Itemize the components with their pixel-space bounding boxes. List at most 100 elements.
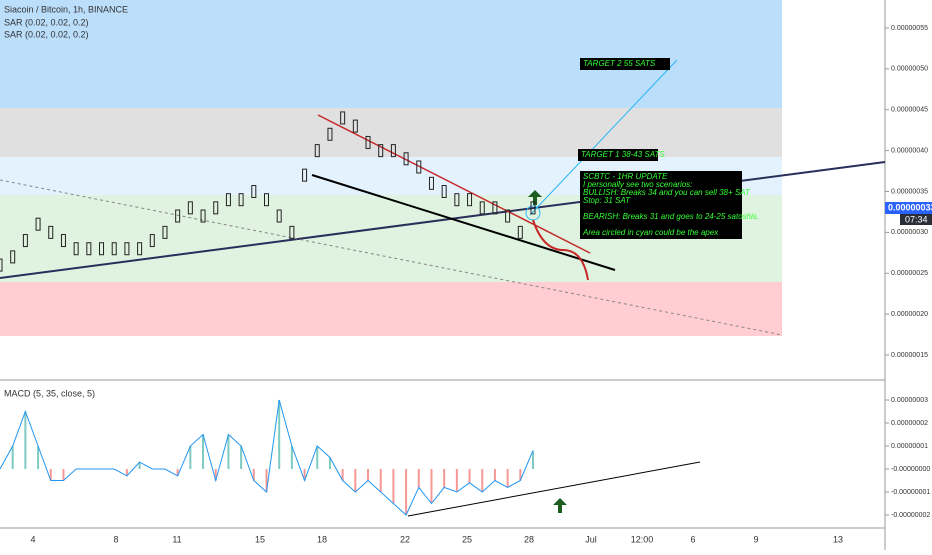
price-bar (530, 201, 536, 215)
price-bar (238, 193, 244, 207)
price-bar (479, 201, 485, 215)
price-bar (454, 193, 460, 207)
macd-hist (417, 469, 420, 488)
update-line: BEARISH: Breaks 31 and goes to 24-25 sat… (583, 212, 759, 221)
bear-arrow (532, 219, 589, 281)
y-tick-label: -0.00000001 (891, 489, 930, 496)
price-bar (289, 225, 295, 239)
macd-hist (252, 469, 255, 481)
y-tick-label: -0.00000000 (891, 466, 930, 473)
price-bar (302, 168, 308, 182)
price-bar (467, 193, 473, 207)
update-line: Stop: 31 SAT (583, 196, 631, 205)
macd-hist (240, 446, 243, 469)
macd-title: MACD (5, 35, close, 5) (4, 388, 95, 398)
price-bar (378, 144, 384, 158)
macd-hist (443, 469, 446, 488)
price-bar (149, 234, 155, 248)
update-line: SCBTC - 1HR UPDATE (583, 172, 668, 181)
price-bar (22, 234, 28, 248)
price-bar (162, 225, 168, 239)
title: Siacoin / Bitcoin, 1h, BINANCE (4, 4, 128, 14)
x-tick-label: 15 (255, 534, 265, 544)
target2-box (580, 58, 670, 70)
countdown-tag (900, 214, 932, 225)
target1: TARGET 1 38-43 SATS (581, 150, 665, 159)
y-tick-label: 0.00000015 (891, 352, 928, 359)
trendline-black (311, 174, 616, 271)
x-tick-label: 25 (462, 534, 472, 544)
y-tick-label: 0.00000055 (891, 25, 928, 32)
x-tick-label: 28 (524, 534, 534, 544)
price-bar (213, 201, 219, 215)
price-bar (137, 242, 143, 256)
macd-hist (214, 469, 217, 481)
x-tick-label: Jul (585, 534, 597, 544)
macd-hist (430, 469, 433, 504)
price-bar (505, 209, 511, 223)
x-tick-label: 12:00 (631, 534, 654, 544)
y-tick-label: 0.00000040 (891, 147, 928, 154)
price-bar (264, 193, 269, 207)
price-bar (416, 160, 422, 174)
x-tick-label: 11 (172, 534, 181, 544)
macd-hist (37, 446, 40, 469)
target-line (529, 59, 678, 216)
y-tick-label: 0.00000025 (891, 270, 928, 277)
x-tick-label: 9 (753, 534, 758, 544)
macd-hist (62, 469, 65, 481)
y-tick-label: 0.00000050 (891, 66, 928, 73)
y-tick-label: 0.00000001 (891, 443, 928, 450)
macd-hist (125, 469, 128, 476)
price-tag (885, 202, 932, 214)
price-bar (111, 242, 117, 256)
y-tick-label: 0.00000035 (891, 188, 928, 195)
x-tick-label: 8 (113, 534, 118, 544)
price-bar (200, 209, 206, 223)
macd-hist (316, 446, 319, 469)
update-line: Area circled in cyan could be the apex (582, 228, 719, 237)
trendline-red (317, 114, 591, 254)
macd-hist (367, 469, 370, 481)
price-bar (10, 250, 16, 264)
macd-hist (202, 434, 205, 469)
macd-hist (328, 457, 331, 469)
x-tick-label: 4 (30, 534, 35, 544)
price-bar (340, 111, 346, 125)
update-line: I personally see two scenarios: (583, 180, 692, 189)
price-bar (327, 127, 333, 141)
price-bar (124, 242, 130, 256)
price-bar (428, 176, 434, 190)
target1-box (578, 149, 658, 161)
macd-hist (379, 469, 382, 492)
y-tick-label: 0.00000045 (891, 107, 928, 114)
indicator: SAR (0.02, 0.02, 0.2) (4, 29, 89, 39)
price-bar (251, 185, 257, 198)
macd-hist (290, 446, 293, 469)
price-bar (352, 119, 358, 133)
price-bar (314, 144, 320, 158)
price-bar (86, 242, 92, 256)
macd-trendline (407, 461, 701, 517)
price-bar (365, 135, 371, 149)
macd-hist (11, 446, 14, 469)
last-price: 0.00000033 (888, 202, 932, 212)
price-bar (390, 144, 396, 158)
macd-hist (138, 462, 141, 469)
macd-hist (468, 469, 471, 483)
macd-hist (493, 469, 496, 481)
price-bar (276, 209, 282, 223)
price-bar (492, 201, 498, 215)
macd-hist (405, 469, 408, 515)
macd-hist (392, 469, 395, 504)
macd-hist (24, 411, 27, 469)
y-tick-label: 0.00000003 (891, 397, 928, 404)
macd-hist (265, 469, 268, 492)
y-tick-label: 0.00000020 (891, 311, 928, 318)
zone-red (0, 282, 782, 336)
price-bar (99, 242, 105, 256)
y-tick-label: 0.00000030 (891, 229, 928, 236)
macd-hist (176, 469, 179, 476)
price-bar (175, 209, 181, 223)
